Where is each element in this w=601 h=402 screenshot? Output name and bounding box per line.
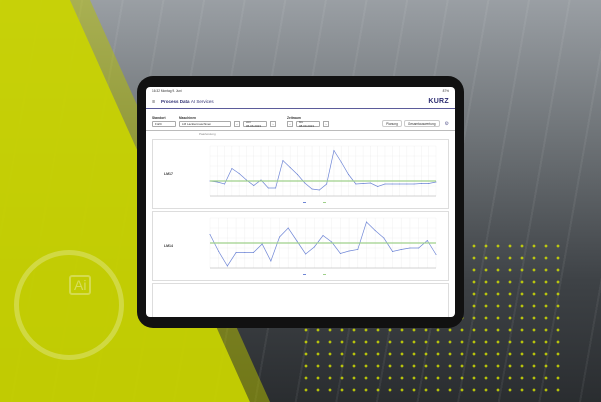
data-point — [289, 167, 291, 168]
tablet: 16:32 Montag 9. Juni 87% ☰ Process Data … — [137, 76, 464, 328]
data-point — [428, 183, 430, 184]
data-point — [305, 253, 307, 255]
data-point — [226, 265, 228, 267]
data-point — [426, 240, 428, 241]
data-point — [279, 236, 281, 238]
data-point — [218, 251, 220, 252]
data-point — [400, 249, 402, 250]
data-point — [413, 183, 415, 185]
data-point — [365, 221, 367, 223]
settings-icon[interactable]: ⚙ — [444, 120, 449, 127]
data-point — [377, 186, 379, 187]
data-point — [311, 188, 313, 190]
legend-marker — [303, 202, 306, 203]
to-date-field[interactable]: bis 08.09.2023 — [296, 120, 320, 128]
data-point — [348, 250, 350, 252]
data-point — [339, 253, 341, 254]
data-point — [318, 189, 320, 191]
data-point — [384, 183, 386, 185]
data-point — [333, 150, 335, 151]
status-date: Montag 9. Juni — [160, 89, 182, 93]
chart-card-1: LM14 — [152, 211, 449, 281]
data-point — [260, 179, 262, 181]
data-point — [287, 227, 289, 229]
data-point — [231, 168, 233, 169]
data-point — [391, 183, 393, 185]
status-battery: 87% — [442, 89, 449, 93]
planung-button[interactable]: Planung — [382, 120, 402, 127]
data-point — [270, 260, 272, 262]
maschinen-select[interactable]: LM Lackiermaschinen — [179, 121, 231, 127]
gesamtauswertung-button[interactable]: Gesamtauswertung — [403, 120, 440, 127]
data-point — [267, 187, 269, 189]
data-point — [282, 160, 284, 161]
data-point — [362, 183, 364, 184]
filter-bar: Standort Fürth Maschinen LM Lackiermaschin… — [146, 109, 455, 131]
maschinen-label: Maschinen — [179, 116, 197, 120]
line-chart-lm14 — [209, 217, 437, 275]
data-point — [244, 252, 246, 253]
line-chart-lm17 — [209, 145, 437, 203]
data-point — [216, 181, 218, 183]
data-point — [253, 185, 255, 186]
data-point — [296, 174, 298, 175]
data-point — [322, 235, 324, 236]
data-point — [235, 252, 237, 253]
prev-to-button[interactable]: ‹ — [287, 121, 293, 127]
chart-card-0: LM17 — [152, 139, 449, 209]
data-point — [357, 249, 359, 250]
data-point — [406, 183, 408, 185]
data-point — [296, 240, 298, 242]
data-point — [435, 181, 437, 183]
standort-label: Standort — [152, 116, 166, 120]
data-point — [304, 182, 306, 184]
legend-marker — [323, 202, 326, 203]
menu-icon[interactable]: ☰ — [152, 99, 156, 104]
status-bar: 16:32 Montag 9. Juni 87% — [146, 87, 455, 95]
kurz-logo: KURZ — [428, 98, 449, 105]
data-point — [383, 237, 385, 239]
legend-marker — [303, 274, 306, 275]
standort-select[interactable]: Fürth — [152, 121, 176, 127]
data-point — [399, 183, 401, 185]
data-point — [238, 173, 240, 174]
chart-title: LM17 — [164, 172, 173, 176]
data-point — [435, 254, 437, 255]
data-point — [252, 252, 254, 253]
app-header: ☰ Process Data AI Services KURZ — [146, 95, 455, 109]
tablet-screen: 16:32 Montag 9. Juni 87% ☰ Process Data … — [146, 87, 455, 317]
data-point — [245, 179, 247, 181]
data-point — [209, 234, 211, 235]
next-from-button[interactable]: › — [270, 121, 276, 127]
data-point — [340, 161, 342, 163]
chart-card-2 — [152, 283, 449, 317]
data-point — [420, 183, 422, 184]
page-title: Process Data AI Services — [161, 99, 214, 104]
ai-head-icon: Ai — [14, 250, 124, 360]
data-point — [275, 187, 277, 189]
data-point — [409, 247, 411, 249]
data-point — [355, 183, 357, 185]
data-point — [374, 230, 376, 231]
data-point — [418, 247, 420, 249]
data-point — [326, 183, 328, 185]
data-point — [369, 182, 371, 184]
next-to-button[interactable]: › — [323, 121, 329, 127]
data-point — [331, 241, 333, 243]
data-point — [313, 246, 315, 248]
chart-title: LM14 — [164, 244, 173, 248]
from-date-field[interactable]: von 05.06.2023 — [243, 120, 267, 128]
status-time: 16:32 — [152, 89, 160, 93]
data-point — [261, 243, 263, 245]
legend-marker — [323, 274, 326, 275]
data-point — [224, 183, 226, 185]
data-point — [348, 174, 350, 175]
prev-from-button[interactable]: ‹ — [234, 121, 240, 127]
subtitle: Paarleistung — [199, 132, 216, 136]
data-point — [392, 251, 394, 252]
zeitraum-label: Zeitraum — [287, 116, 301, 120]
series-line — [209, 149, 437, 191]
